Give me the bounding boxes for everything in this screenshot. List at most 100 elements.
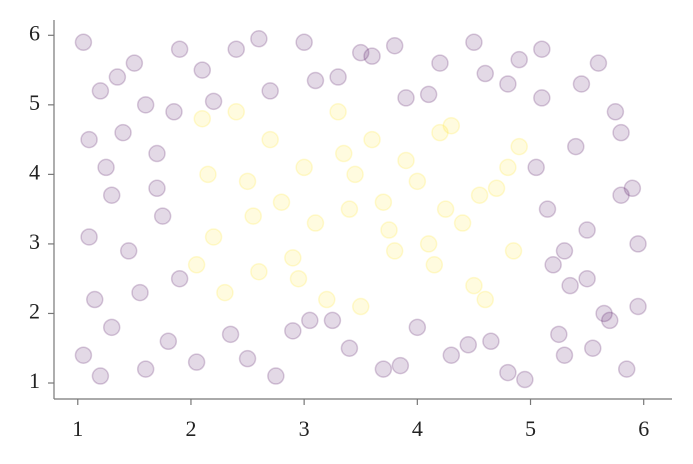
scatter-point — [567, 137, 585, 156]
y-tick-label: 6 — [29, 20, 40, 45]
scatter-point — [329, 68, 347, 86]
scatter-point — [482, 332, 500, 351]
scatter-point — [544, 256, 562, 274]
scatter-point — [295, 33, 313, 52]
scatter-point — [487, 179, 506, 198]
scatter-point — [538, 200, 557, 218]
scatter-point — [425, 256, 444, 274]
scatter-point — [102, 318, 121, 337]
scatter-point — [555, 242, 574, 260]
scatter-point — [204, 92, 223, 111]
scatter-point — [612, 186, 630, 204]
scatter-point — [187, 256, 206, 274]
scatter-point — [408, 318, 427, 337]
scatter-point — [250, 262, 268, 281]
scatter-point — [600, 311, 619, 330]
scatter-point — [250, 30, 268, 48]
scatter-point — [459, 336, 478, 354]
scatter-point — [80, 130, 98, 149]
scatter-point — [476, 64, 494, 83]
scatter-point — [284, 249, 302, 267]
scatter-point — [595, 304, 613, 323]
scatter-point — [159, 332, 178, 351]
scatter-point — [419, 235, 438, 253]
scatter-point — [165, 103, 183, 121]
scatter-point — [148, 144, 166, 163]
x-tick-label: 5 — [525, 416, 536, 441]
scatter-point — [385, 36, 404, 55]
scatter-point — [227, 103, 245, 121]
scatter-point — [170, 269, 189, 288]
scatter-point — [629, 297, 647, 316]
scatter-point — [74, 33, 93, 52]
scatter-point — [301, 311, 319, 330]
scatter-point — [102, 186, 121, 204]
scatter-point — [74, 346, 93, 364]
scatter-point — [442, 346, 461, 364]
scatter-point — [499, 363, 517, 382]
scatter-point — [114, 123, 132, 142]
scatter-point — [187, 353, 206, 371]
scatter-point — [527, 158, 545, 177]
scatter-point — [216, 283, 234, 302]
scatter-point — [397, 151, 415, 170]
y-tick-label: 5 — [29, 90, 40, 115]
scatter-point — [397, 89, 415, 107]
scatter-point — [85, 290, 104, 309]
scatter-point — [136, 360, 155, 378]
scatter-point — [385, 242, 404, 260]
scatter-point — [244, 207, 262, 225]
scatter-point — [323, 311, 342, 330]
scatter-point — [408, 172, 427, 191]
scatter-point — [97, 158, 115, 177]
scatter-point — [306, 71, 325, 90]
scatter-point — [589, 54, 608, 72]
y-tick-label: 2 — [29, 299, 40, 324]
scatter-point — [380, 221, 398, 239]
scatter-point — [284, 322, 302, 340]
x-tick-label: 1 — [72, 416, 83, 441]
scatter-point — [572, 75, 591, 93]
scatter-point — [499, 75, 517, 93]
scatter-point — [351, 43, 370, 62]
scatter-point — [204, 228, 223, 246]
scatter-point — [261, 130, 279, 149]
x-tick-label: 4 — [412, 416, 423, 441]
scatter-point — [578, 269, 596, 288]
scatter-point — [340, 200, 359, 218]
scatter-point — [499, 158, 517, 177]
scatter-point — [340, 339, 359, 357]
scatter-point — [238, 172, 257, 191]
scatter-point — [510, 137, 528, 156]
scatter-point — [153, 207, 172, 225]
scatter-point — [136, 96, 155, 114]
scatter-point — [199, 165, 217, 184]
scatter-point — [431, 54, 449, 72]
scatter-point — [267, 367, 285, 385]
scatter-point — [363, 47, 381, 65]
scatter-point — [351, 297, 370, 316]
scatter-point — [346, 165, 364, 184]
scatter-point — [125, 54, 144, 72]
scatter-point — [329, 103, 347, 121]
scatter-point — [272, 193, 291, 211]
scatter-point — [561, 276, 579, 295]
scatter-point — [391, 356, 410, 375]
scatter-point — [227, 40, 245, 58]
scatter-point — [193, 109, 212, 128]
scatter-point — [363, 130, 381, 149]
scatter-point — [555, 346, 574, 364]
scatter-point — [550, 325, 568, 344]
scatter-point — [533, 89, 551, 107]
scatter-point — [470, 186, 489, 204]
scatter-point — [510, 50, 528, 69]
scatter-point — [584, 339, 602, 357]
scatter-point — [91, 367, 110, 385]
scatter-point — [578, 221, 596, 239]
scatter-point — [289, 269, 308, 288]
scatter-point — [108, 68, 127, 86]
y-tick-label: 3 — [29, 229, 40, 254]
scatter-point — [119, 242, 138, 260]
scatter-point — [431, 123, 449, 142]
